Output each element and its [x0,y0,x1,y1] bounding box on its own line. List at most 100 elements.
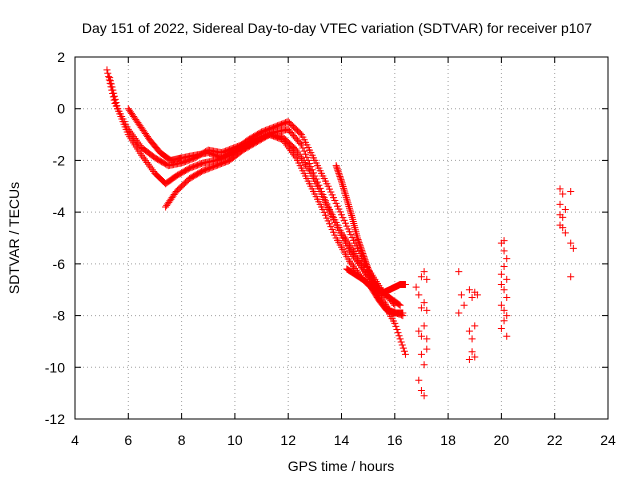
data-point [352,256,360,264]
data-point [327,223,335,231]
y-tick-label: -12 [45,411,65,427]
data-point [361,257,369,265]
y-axis-ticks: -12 -10 -8 -6 -4 -2 0 2 [45,49,608,427]
data-point [503,275,511,283]
data-point [147,164,155,172]
data-point [322,198,330,206]
data-point [401,281,409,289]
data-point [420,268,428,276]
data-point [395,332,403,340]
data-point [339,214,347,222]
data-point [339,181,347,189]
data-point [500,317,508,325]
data-point [497,325,505,332]
x-tick-label: 20 [494,432,510,448]
data-point [328,213,336,221]
data-point [343,195,351,203]
data-point [556,185,564,193]
series-cluster-17 [412,268,431,400]
data-point [556,211,564,219]
data-point [349,236,357,244]
data-point [334,168,342,176]
data-point [393,326,401,334]
data-point [420,299,428,307]
data-point [389,300,397,308]
data-point [106,74,114,82]
data-point [330,228,338,236]
data-point [361,256,369,264]
data-point [360,253,368,261]
data-point [353,234,361,242]
data-point [341,190,349,198]
data-point [341,188,349,196]
data-point [473,291,481,299]
data-point [346,206,354,214]
data-point [417,273,425,281]
x-tick-label: 24 [600,432,616,448]
data-point [340,216,348,224]
data-point [322,211,330,219]
data-point [500,286,508,294]
y-tick-label: -2 [53,152,66,168]
data-point [355,239,363,247]
data-point [112,99,120,107]
data-point [460,301,468,309]
data-point [398,341,406,349]
series-track-5 [332,162,409,296]
y-tick-label: -10 [45,359,65,375]
data-point [357,245,365,253]
data-point [503,255,511,263]
data-point [300,147,308,155]
data-point [358,248,366,256]
data-point [500,306,508,314]
data-point [465,286,473,294]
data-point [500,262,508,270]
data-point [423,306,431,314]
data-point [468,293,476,301]
data-point [106,77,114,85]
series-track-3 [124,105,399,309]
data-point [355,237,363,245]
y-tick-label: 0 [57,101,65,117]
data-point [465,327,473,335]
data-point [138,151,146,159]
data-point [344,225,352,233]
data-point [143,158,151,166]
data-point [399,309,407,317]
data-point [420,322,428,330]
data-point [455,268,463,276]
data-point [503,332,511,340]
x-tick-label: 10 [227,432,243,448]
data-point [359,251,367,259]
data-point [299,144,307,152]
data-point [400,347,408,355]
data-point [344,199,352,207]
data-point [320,208,328,216]
data-point [362,259,370,267]
series-track-4 [162,131,407,320]
data-point [457,291,465,299]
x-tick-label: 8 [178,432,186,448]
data-point [561,229,569,237]
data-point [111,95,119,103]
data-point [142,157,150,165]
data-point [336,172,344,180]
x-tick-label: 12 [280,432,296,448]
data-point [296,139,304,147]
data-point [556,200,564,208]
data-point [561,206,569,214]
data-point [364,263,372,271]
data-point [334,202,342,210]
series-cluster-20 [497,237,511,340]
data-point [415,291,423,299]
data-point [347,208,355,216]
data-point [345,257,353,265]
data-point [567,273,575,281]
x-tick-label: 18 [440,432,456,448]
data-point [330,194,338,202]
data-point [423,345,431,353]
data-point [465,356,473,364]
data-point [331,197,339,205]
data-point [345,247,353,255]
data-point [326,185,334,193]
